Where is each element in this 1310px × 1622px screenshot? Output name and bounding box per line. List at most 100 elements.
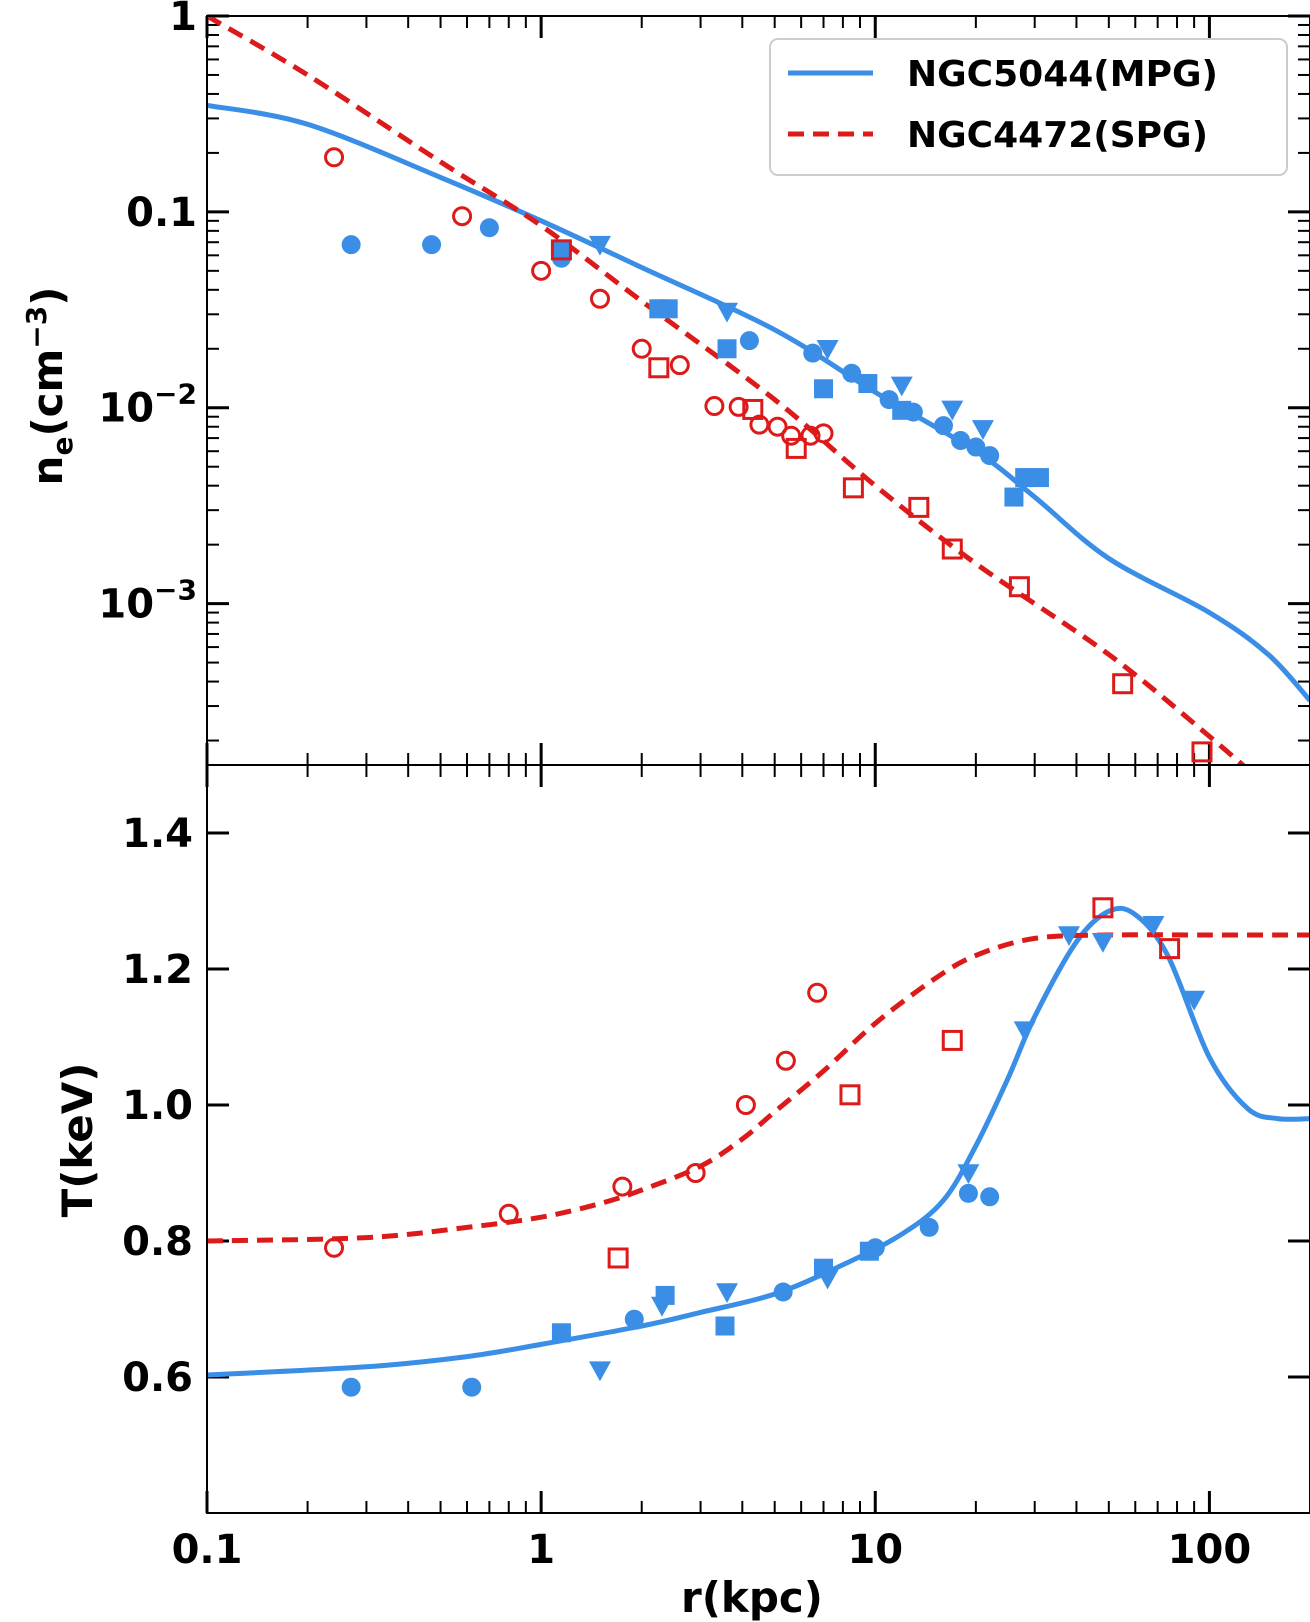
density-axis-label-rest: (cm [23, 349, 72, 437]
y-tick-label: 10−2 [98, 378, 197, 432]
data-point-square [1029, 468, 1049, 488]
data-point-circle [531, 260, 552, 281]
data-point-square [785, 437, 807, 459]
data-point-triangle [1183, 990, 1206, 1011]
data-point-circle [980, 446, 1000, 466]
data-point-square [658, 299, 678, 319]
y-tick-label: 1.2 [122, 947, 193, 993]
x-tick-label: 0.1 [172, 1527, 243, 1573]
data-point-square [908, 496, 930, 518]
density-axis-label-end: ) [23, 287, 72, 306]
temperature-panel: 0.6 0.8 1.0 1.2 1.4 0.1 1 10 100 T(keV) r(kpc) [53, 764, 1310, 1622]
data-point-triangle [971, 420, 994, 440]
density-axis-label: ne(cm−3) [20, 287, 79, 486]
density-axis-label-sub: e [46, 437, 79, 456]
data-point-square [742, 398, 764, 420]
data-point-triangle [941, 400, 964, 421]
temperature-axis-label: T(keV) [53, 1063, 102, 1218]
data-point-square [1112, 673, 1134, 695]
y-tick-label: 10−3 [98, 574, 197, 628]
x-tick-label: 1 [527, 1527, 555, 1573]
data-point-square [1191, 741, 1213, 763]
temperature-curves [207, 905, 1310, 1378]
data-point-square [551, 1323, 571, 1343]
data-point-circle [324, 147, 345, 168]
data-point-circle [341, 1377, 361, 1397]
y-tick-label-base: 10 [98, 386, 154, 432]
x-tick-label: 10 [847, 1527, 903, 1573]
data-point-circle [933, 416, 953, 436]
data-point-circle [324, 1237, 345, 1258]
data-point-circle [728, 396, 749, 417]
spg-model-curve [207, 16, 1247, 765]
data-point-square [607, 1247, 629, 1269]
data-point-circle [803, 343, 823, 363]
density-markers [324, 147, 1213, 763]
data-point-circle [980, 1187, 1000, 1207]
data-point-triangle [890, 376, 913, 397]
density-panel: 10.110−210−3 ne(cm−3) NGC5044(MPG) NGC44… [20, 0, 1310, 766]
data-point-circle [966, 437, 986, 457]
data-point-circle [479, 218, 499, 238]
y-tick-label: 0.6 [122, 1355, 193, 1401]
data-point-square [858, 373, 878, 393]
y-tick-label-exp: −3 [154, 574, 197, 607]
data-point-circle [341, 235, 361, 255]
data-point-circle [958, 1183, 978, 1203]
data-point-triangle [1142, 916, 1165, 936]
data-point-square [941, 538, 963, 560]
legend: NGC5044(MPG) NGC4472(SPG) [769, 38, 1288, 176]
data-point-square [648, 357, 670, 379]
data-point-square [715, 1316, 735, 1336]
y-tick-label-base: 10 [98, 582, 154, 628]
data-point-square [814, 379, 834, 399]
data-point-circle [951, 431, 971, 451]
data-point-triangle [588, 235, 611, 256]
y-tick-label: 0.1 [126, 190, 197, 236]
y-tick-label: 1 [169, 0, 197, 40]
data-point-circle [498, 1203, 519, 1224]
data-point-triangle [651, 1296, 674, 1317]
legend-box [769, 38, 1288, 176]
data-point-circle [462, 1377, 482, 1397]
data-point-triangle [957, 1164, 980, 1184]
data-point-circle [781, 425, 802, 446]
data-point-square [1004, 487, 1024, 507]
data-point-square [892, 400, 912, 420]
density-axis-label-sup: −3 [20, 306, 53, 349]
y-tick-label: 0.8 [122, 1219, 193, 1265]
data-point-triangle [816, 1269, 839, 1290]
data-point-circle [739, 331, 759, 351]
temperature-ticks [205, 765, 1310, 1513]
mpg-model-curve [207, 102, 1310, 703]
data-point-triangle [1058, 926, 1081, 946]
y-tick-label: 1.4 [122, 811, 193, 857]
data-point-circle [612, 1176, 633, 1197]
data-point-circle [631, 338, 652, 359]
data-point-circle [685, 1163, 706, 1183]
density-curves [207, 16, 1310, 765]
mpg-model-curve [207, 905, 1310, 1378]
data-point-square [550, 239, 572, 261]
data-point-circle [800, 425, 821, 446]
y-tick-label-exp: −2 [154, 378, 197, 411]
data-point-circle [669, 355, 690, 376]
data-point-circle [773, 1282, 793, 1302]
data-point-square [1159, 938, 1181, 960]
data-point-triangle [1013, 1021, 1036, 1042]
data-point-circle [919, 1217, 939, 1237]
data-point-square [717, 339, 737, 359]
radius-axis-label: r(kpc) [681, 1573, 823, 1622]
data-point-circle [589, 288, 610, 309]
density-axis-label-main: n [23, 456, 72, 486]
temperature-markers [324, 897, 1206, 1397]
temperature-plot-frame [206, 764, 1310, 1514]
data-point-circle [452, 206, 473, 227]
density-ticks [205, 14, 1310, 765]
data-point-triangle [716, 1283, 739, 1303]
data-point-circle [813, 423, 834, 444]
data-point-triangle [1091, 933, 1114, 953]
data-point-circle [775, 1050, 796, 1071]
density-tick-labels: 10.110−210−3 [98, 0, 197, 628]
